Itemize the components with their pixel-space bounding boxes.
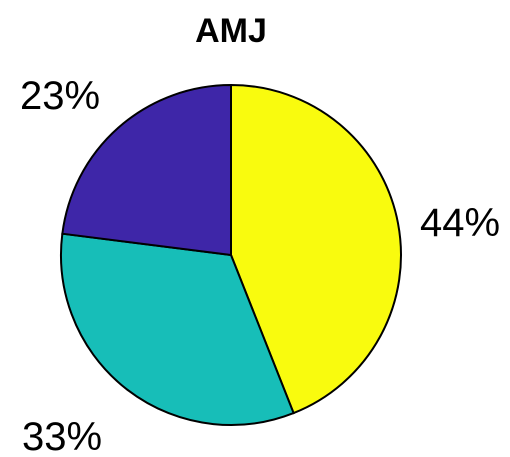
pie-labels: 44% 33% 23% bbox=[20, 74, 500, 457]
pie-slice-3 bbox=[61, 83, 232, 257]
pie-slice-label-1: 44% bbox=[420, 201, 500, 245]
pie-slices bbox=[59, 83, 402, 426]
pie-slice-label-2: 33% bbox=[22, 415, 102, 457]
pie-slice-2 bbox=[59, 232, 295, 426]
chart-title: AMJ bbox=[195, 12, 267, 50]
pie-slice-1 bbox=[230, 83, 402, 415]
pie-slice-label-3: 23% bbox=[20, 74, 100, 118]
